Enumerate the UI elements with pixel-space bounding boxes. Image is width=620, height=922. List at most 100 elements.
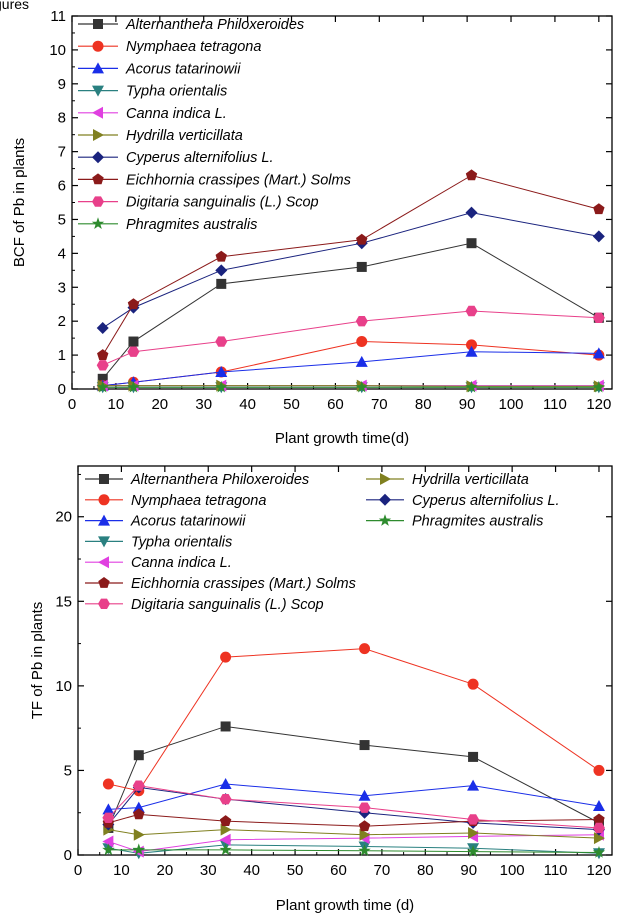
data-point	[96, 321, 109, 334]
legend-marker	[92, 173, 104, 185]
data-point	[102, 835, 114, 848]
series-line	[108, 783, 600, 810]
x-axis-title: Plant growth time(d)	[275, 430, 409, 447]
series-line	[108, 813, 599, 827]
series-digitaria-sanguinalis-l-scop	[102, 780, 605, 834]
x-tick-label: 120	[586, 396, 611, 413]
legend-marker	[98, 536, 110, 548]
legend-label: Typha orientalis	[126, 84, 227, 100]
data-point	[358, 789, 371, 801]
series-line	[108, 849, 599, 853]
y-tick-label: 10	[55, 678, 72, 695]
legend-entry: Cyperus alternifolius L.	[366, 493, 560, 509]
series-line	[102, 310, 599, 366]
legend-label: Acorus tatarinowii	[130, 514, 246, 530]
legend-marker	[92, 40, 104, 52]
legend-entry: Nymphaea tetragona	[85, 493, 266, 509]
legend-entry: Acorus tatarinowii	[85, 514, 246, 530]
legend-label: Alternanthera Philoxeroides	[130, 472, 309, 488]
legend-marker	[98, 598, 110, 609]
legend-label: Nymphaea tetragona	[126, 39, 261, 55]
x-tick-label: 50	[283, 396, 300, 413]
legend-entry: Typha orientalis	[85, 534, 232, 550]
data-point	[133, 750, 144, 761]
data-point	[466, 238, 477, 249]
x-tick-label: 30	[200, 862, 217, 879]
series-acorus-tatarinowii	[102, 777, 605, 815]
series-nymphaea-tetragona	[102, 643, 605, 797]
chart-panel-1: 0 10 20 30 40 50 60 70 80 90 100 110 120 0 1 2 3 4 5 6 7 8 9 10…	[11, 8, 613, 447]
x-tick-label: 100	[500, 862, 525, 879]
data-point	[593, 764, 605, 776]
series-hydrilla-verticillata	[97, 379, 605, 393]
series-line	[102, 351, 599, 387]
legend-entry: Alternanthera Philoxeroides	[85, 472, 309, 488]
x-tick-label: 110	[543, 396, 567, 413]
y-tick-label: 0	[64, 847, 72, 864]
x-tick-label: 80	[415, 396, 432, 413]
legend-marker	[99, 474, 109, 484]
y-tick-label: 7	[58, 144, 66, 161]
chart-panel-2: 0 10 20 30 40 50 60 70 80 90 100 110 120 0 5 10 15 20 Plan…	[29, 465, 613, 914]
data-point	[359, 643, 371, 655]
y-tick-label: 5	[64, 762, 72, 779]
legend-entry: Canna indica L.	[85, 555, 232, 571]
legend-marker	[92, 85, 104, 97]
series-line	[108, 829, 600, 839]
legend-entry: Phragmites australis	[78, 217, 257, 233]
y-tick-label: 5	[58, 211, 66, 228]
legend-marker	[92, 196, 104, 207]
legend-label: Phragmites australis	[412, 514, 543, 530]
data-point	[355, 355, 368, 367]
legend-label: Nymphaea tetragona	[131, 493, 266, 509]
legend-marker	[98, 514, 110, 526]
legend-entry: Digitaria sanguinalis (L.) Scop	[78, 195, 319, 211]
series-eichhornia-crassipes-mart-solms	[97, 169, 605, 360]
data-point	[220, 721, 231, 732]
series-phragmites-australis	[102, 843, 606, 858]
x-tick-label: 0	[68, 396, 76, 413]
x-tick-label: 0	[74, 862, 82, 879]
data-point	[356, 261, 367, 272]
y-tick-label: 4	[58, 245, 66, 262]
data-point	[592, 822, 605, 834]
x-tick-label: 90	[460, 862, 477, 879]
data-point	[215, 264, 228, 277]
legend-entry: Cyperus alternifolius L.	[78, 150, 274, 166]
legend-marker	[98, 494, 110, 506]
data-point	[359, 740, 370, 751]
series-cyperus-alternifolius-l	[102, 781, 605, 836]
series-typha-orientalis	[96, 382, 605, 394]
series-phragmites-australis	[96, 380, 606, 393]
data-point	[96, 360, 109, 371]
data-point	[356, 336, 368, 348]
data-point	[215, 366, 228, 378]
data-point	[467, 678, 479, 690]
legend-marker	[380, 473, 391, 485]
data-point	[468, 827, 480, 840]
legend-entry: Hydrilla verticillata	[78, 128, 243, 144]
series-line	[107, 725, 600, 829]
series-hydrilla-verticillata	[103, 823, 605, 845]
x-tick-label: 60	[330, 862, 347, 879]
data-point	[355, 380, 368, 393]
data-point	[592, 312, 605, 323]
data-point	[219, 793, 232, 805]
data-point	[465, 206, 478, 219]
y-tick-label: 0	[58, 381, 66, 398]
legend-label: Eichhornia crassipes (Mart.) Solms	[126, 172, 351, 188]
data-point	[467, 814, 480, 825]
legend-marker	[98, 556, 109, 569]
series-line	[108, 785, 600, 829]
data-point	[358, 844, 371, 857]
data-point	[132, 780, 145, 791]
y-tick-label: 3	[58, 279, 66, 296]
legend-label: Digitaria sanguinalis (L.) Scop	[126, 195, 319, 211]
data-point	[220, 823, 232, 836]
series-line	[102, 174, 599, 356]
data-point	[219, 777, 232, 789]
data-point	[133, 808, 145, 820]
legend: Alternanthera Philoxeroides Nymphaea tetr…	[78, 17, 351, 233]
y-tick-label: 2	[58, 313, 66, 330]
